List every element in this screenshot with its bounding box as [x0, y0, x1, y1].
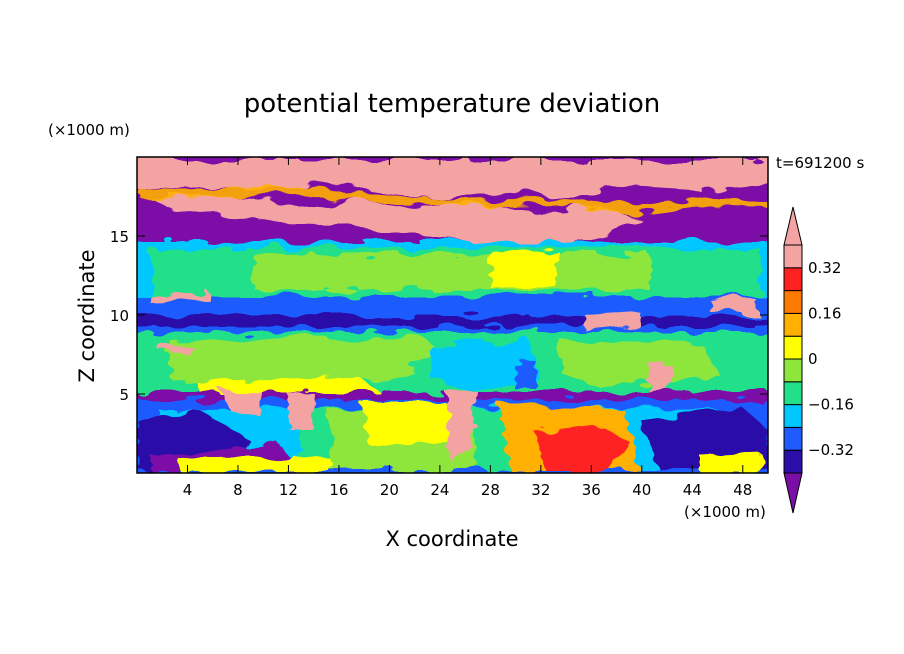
contour-field	[137, 157, 768, 473]
colorbar-segment	[783, 449, 803, 474]
x-tick-label: 20	[380, 481, 399, 499]
pink-low-a	[220, 390, 262, 418]
x-tick-label: 12	[279, 481, 298, 499]
mid-lightgreen-2	[560, 340, 720, 388]
blue-stripe-11	[137, 296, 768, 306]
mid-lightgreen	[170, 336, 440, 386]
pink-low-b	[286, 392, 315, 430]
x-axis: 4 8 12 16 20 24 28 32 36 40 44 48	[183, 157, 752, 499]
colorbar-top-arrow	[783, 206, 803, 246]
mid-cyan	[430, 340, 540, 392]
y-unit-label: (×1000 m)	[48, 121, 130, 139]
y-tick-label: 15	[110, 228, 129, 246]
colorbar-label: −0.32	[808, 441, 854, 459]
colorbar-segment	[783, 426, 803, 451]
y-tick-label: 5	[119, 386, 129, 404]
lower-yellow	[360, 402, 470, 446]
y-axis: 5 10 15	[110, 228, 768, 404]
colorbar-segment	[783, 358, 803, 383]
colorbar-label: −0.16	[808, 396, 854, 414]
x-tick-label: 40	[632, 481, 651, 499]
upper-edge-band	[140, 186, 768, 214]
lightgreen-core-upper	[255, 254, 650, 290]
upper-warm-region-2	[150, 196, 640, 246]
x-tick-label: 24	[430, 481, 449, 499]
colorbar-bottom-arrow	[783, 472, 803, 514]
lower-red	[535, 424, 630, 470]
x-unit-label: (×1000 m)	[684, 503, 766, 521]
x-tick-label: 4	[183, 481, 193, 499]
colorbar-segment	[783, 335, 803, 360]
y-tick-label: 10	[110, 307, 129, 325]
x-tick-label: 36	[582, 481, 601, 499]
lower-yellow-2	[180, 458, 330, 472]
colorbar: 0.32 0.16 0 −0.16 −0.32	[783, 206, 854, 514]
pink-low-c	[446, 392, 478, 458]
y-axis-label: Z coordinate	[75, 249, 99, 382]
mid-yellow	[195, 378, 380, 392]
time-label: t=691200 s	[776, 154, 864, 172]
yellow-core-upper	[490, 252, 560, 288]
band-darkblue	[137, 316, 768, 326]
colorbar-segment	[783, 381, 803, 406]
upper-warm-region	[137, 160, 768, 198]
colorbar-label: 0.32	[808, 259, 841, 277]
colorbar-segment	[783, 267, 803, 292]
x-tick-label: 28	[481, 481, 500, 499]
chart-title: potential temperature deviation	[244, 89, 660, 119]
pink-mid-c	[710, 298, 755, 312]
pink-mid-b	[585, 312, 640, 330]
colorbar-segment	[783, 290, 803, 314]
colorbar-label: 0.16	[808, 304, 841, 322]
x-tick-label: 16	[329, 481, 348, 499]
colorbar-segment	[783, 312, 803, 337]
pink-mid-a	[160, 344, 195, 356]
mid-blue	[515, 360, 535, 390]
lower-yellow-3	[700, 452, 760, 472]
pink-patch-11	[150, 292, 210, 303]
x-tick-label: 48	[733, 481, 752, 499]
x-axis-label: X coordinate	[385, 527, 518, 551]
colorbar-label: 0	[808, 350, 818, 368]
x-tick-label: 44	[683, 481, 702, 499]
colorbar-segment	[783, 244, 803, 269]
x-tick-label: 8	[233, 481, 243, 499]
colorbar-segment	[783, 404, 803, 428]
x-tick-label: 32	[531, 481, 550, 499]
